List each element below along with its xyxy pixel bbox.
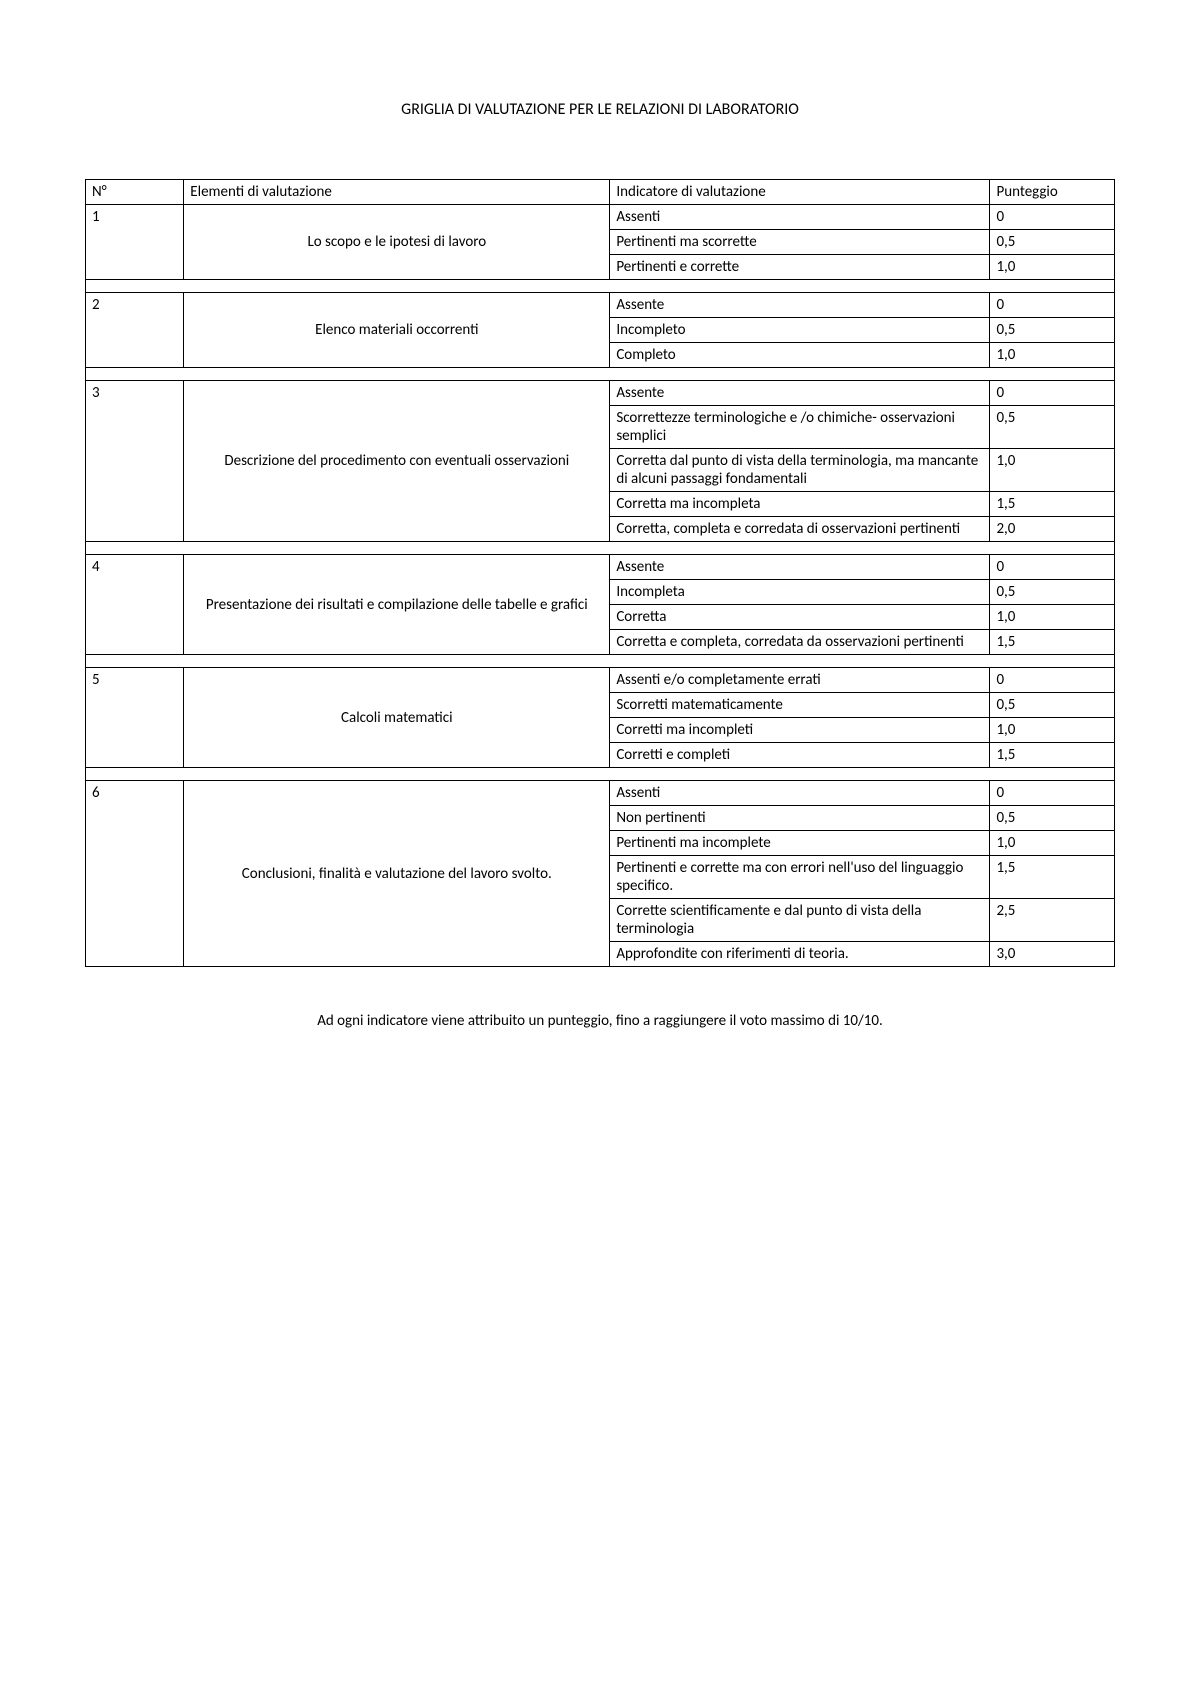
cell-num: 4: [86, 555, 184, 655]
cell-score: 0: [990, 293, 1115, 318]
cell-indicator: Non pertinenti: [610, 806, 990, 831]
cell-score: 1,0: [990, 831, 1115, 856]
cell-indicator: Corretta ma incompleta: [610, 492, 990, 517]
cell-indicator: Assenti e/o completamente errati: [610, 668, 990, 693]
cell-score: 1,5: [990, 492, 1115, 517]
cell-elem: Calcoli matematici: [184, 668, 610, 768]
header-elem: Elementi di valutazione: [184, 180, 610, 205]
cell-elem: Descrizione del procedimento con eventua…: [184, 381, 610, 542]
spacer-row: [86, 280, 1115, 293]
cell-score: 0,5: [990, 318, 1115, 343]
cell-indicator: Assente: [610, 293, 990, 318]
cell-score: 0,5: [990, 230, 1115, 255]
cell-num: 5: [86, 668, 184, 768]
cell-indicator: Scorrettezze terminologiche e /o chimich…: [610, 406, 990, 449]
cell-num: 1: [86, 205, 184, 280]
cell-score: 2,0: [990, 517, 1115, 542]
spacer-row: [86, 768, 1115, 781]
cell-elem: Lo scopo e le ipotesi di lavoro: [184, 205, 610, 280]
cell-score: 0,5: [990, 580, 1115, 605]
table-row: 2Elenco materiali occorrentiAssente0: [86, 293, 1115, 318]
table-row: 1Lo scopo e le ipotesi di lavoroAssenti0: [86, 205, 1115, 230]
header-ind: Indicatore di valutazione: [610, 180, 990, 205]
cell-num: 3: [86, 381, 184, 542]
cell-score: 1,0: [990, 605, 1115, 630]
cell-score: 0,5: [990, 406, 1115, 449]
cell-indicator: Assenti: [610, 781, 990, 806]
cell-elem: Elenco materiali occorrenti: [184, 293, 610, 368]
cell-indicator: Pertinenti e corrette ma con errori nell…: [610, 856, 990, 899]
cell-indicator: Scorretti matematicamente: [610, 693, 990, 718]
cell-score: 1,5: [990, 856, 1115, 899]
cell-score: 0: [990, 668, 1115, 693]
cell-indicator: Pertinenti ma incomplete: [610, 831, 990, 856]
cell-indicator: Incompleta: [610, 580, 990, 605]
page-title: GRIGLIA DI VALUTAZIONE PER LE RELAZIONI …: [85, 100, 1115, 119]
cell-score: 1,5: [990, 630, 1115, 655]
cell-indicator: Pertinenti e corrette: [610, 255, 990, 280]
cell-score: 0: [990, 381, 1115, 406]
cell-elem: Conclusioni, finalità e valutazione del …: [184, 781, 610, 967]
cell-indicator: Pertinenti ma scorrette: [610, 230, 990, 255]
table-row: 3Descrizione del procedimento con eventu…: [86, 381, 1115, 406]
cell-score: 0: [990, 781, 1115, 806]
cell-num: 6: [86, 781, 184, 967]
cell-score: 1,0: [990, 343, 1115, 368]
cell-indicator: Corretti ma incompleti: [610, 718, 990, 743]
cell-indicator: Incompleto: [610, 318, 990, 343]
cell-score: 1,0: [990, 718, 1115, 743]
cell-score: 3,0: [990, 942, 1115, 967]
cell-indicator: Corretta: [610, 605, 990, 630]
table-header-row: N° Elementi di valutazione Indicatore di…: [86, 180, 1115, 205]
header-num: N°: [86, 180, 184, 205]
cell-elem: Presentazione dei risultati e compilazio…: [184, 555, 610, 655]
spacer-row: [86, 368, 1115, 381]
cell-indicator: Corretta e completa, corredata da osserv…: [610, 630, 990, 655]
cell-num: 2: [86, 293, 184, 368]
cell-indicator: Assente: [610, 381, 990, 406]
table-row: 6Conclusioni, finalità e valutazione del…: [86, 781, 1115, 806]
cell-indicator: Assente: [610, 555, 990, 580]
cell-score: 1,0: [990, 449, 1115, 492]
cell-score: 1,5: [990, 743, 1115, 768]
spacer-row: [86, 542, 1115, 555]
cell-score: 0: [990, 205, 1115, 230]
cell-score: 0: [990, 555, 1115, 580]
cell-indicator: Assenti: [610, 205, 990, 230]
cell-score: 1,0: [990, 255, 1115, 280]
cell-score: 0,5: [990, 693, 1115, 718]
cell-score: 0,5: [990, 806, 1115, 831]
header-punt: Punteggio: [990, 180, 1115, 205]
footer-note: Ad ogni indicatore viene attribuito un p…: [85, 1012, 1115, 1030]
evaluation-table: N° Elementi di valutazione Indicatore di…: [85, 179, 1115, 967]
table-row: 4Presentazione dei risultati e compilazi…: [86, 555, 1115, 580]
cell-indicator: Corretta, completa e corredata di osserv…: [610, 517, 990, 542]
cell-score: 2,5: [990, 899, 1115, 942]
cell-indicator: Approfondite con riferimenti di teoria.: [610, 942, 990, 967]
cell-indicator: Completo: [610, 343, 990, 368]
cell-indicator: Corretti e completi: [610, 743, 990, 768]
cell-indicator: Corrette scientificamente e dal punto di…: [610, 899, 990, 942]
table-row: 5Calcoli matematiciAssenti e/o completam…: [86, 668, 1115, 693]
cell-indicator: Corretta dal punto di vista della termin…: [610, 449, 990, 492]
spacer-row: [86, 655, 1115, 668]
